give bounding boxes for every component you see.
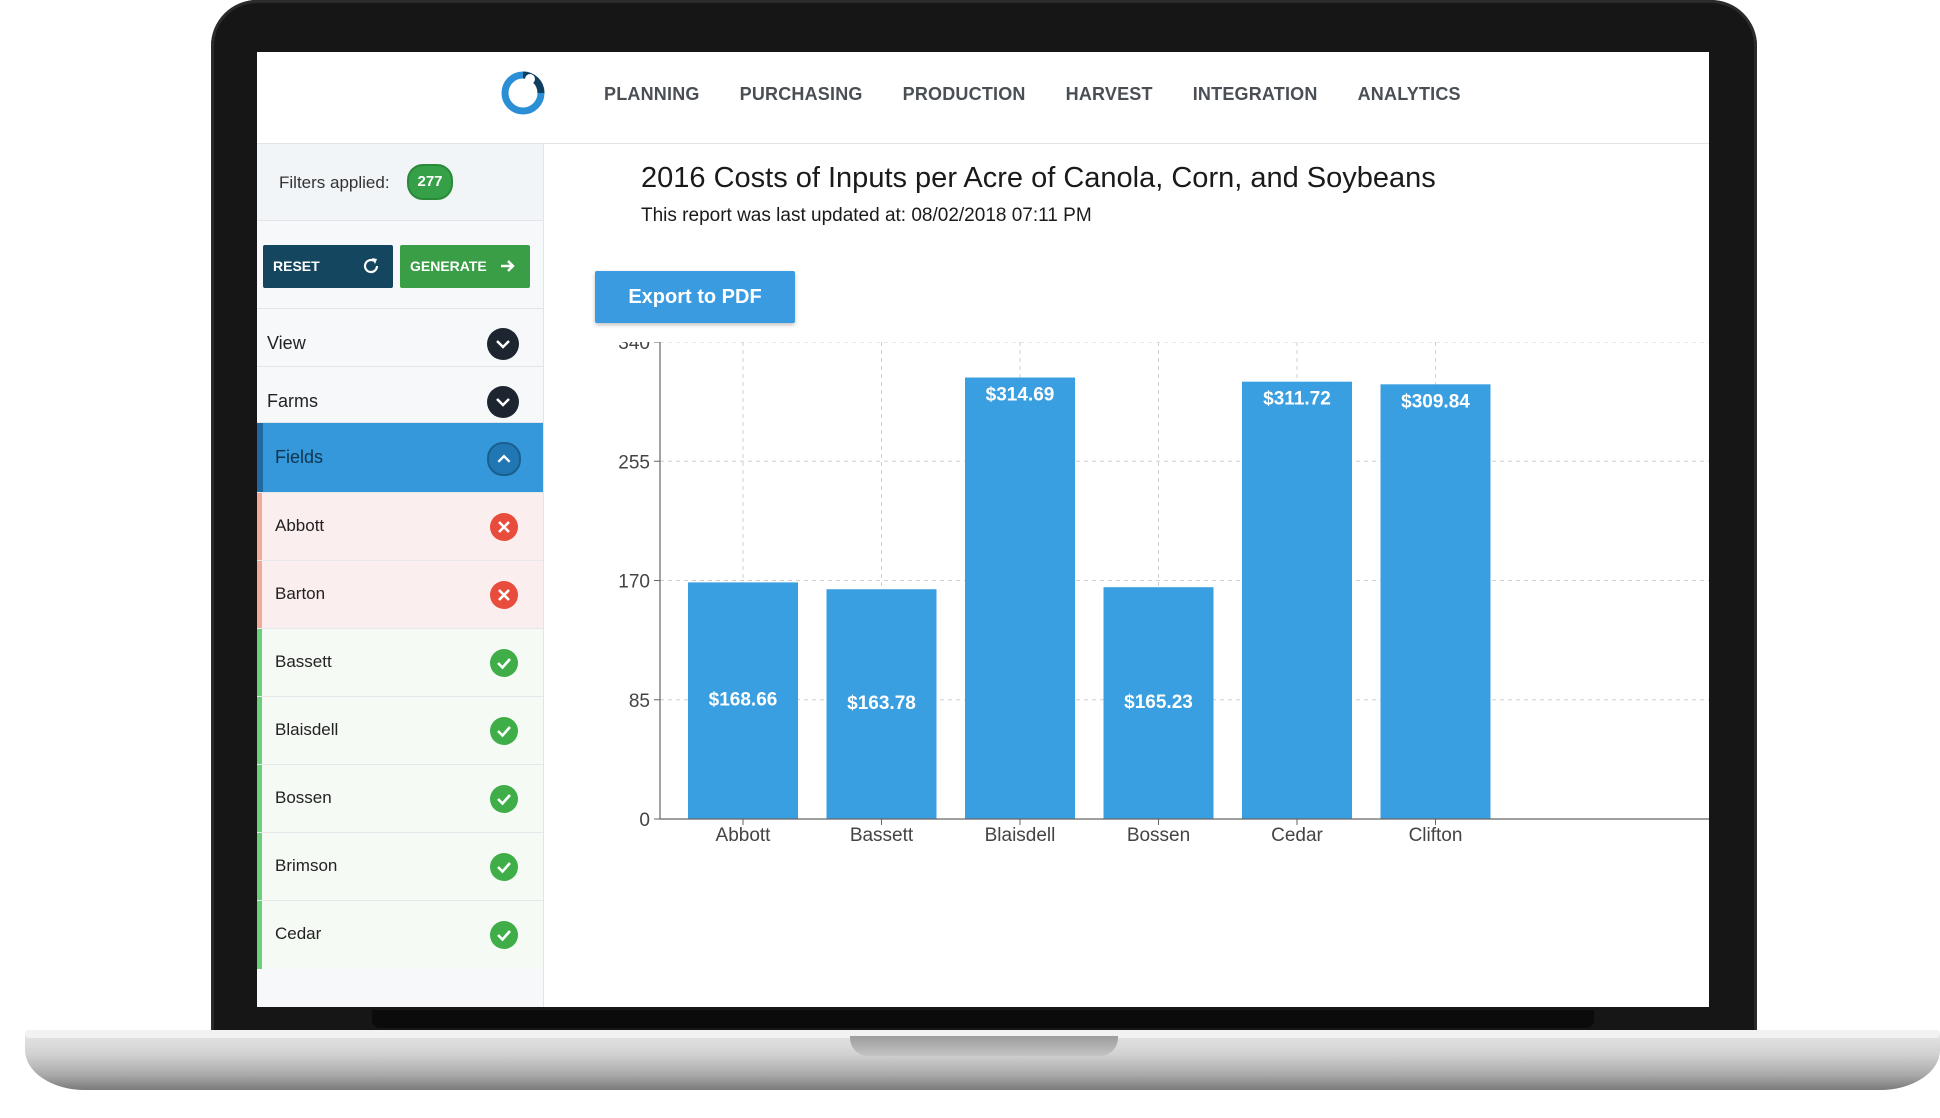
field-item-label: Abbott (275, 516, 325, 535)
check-icon[interactable] (490, 717, 518, 745)
bar (965, 377, 1075, 819)
section-fields-label: Fields (275, 447, 324, 467)
bar-data-label: $314.69 (986, 385, 1055, 406)
field-item[interactable]: Brimson (257, 832, 543, 901)
nav-integration[interactable]: INTEGRATION (1192, 84, 1318, 104)
chevron-down-icon[interactable] (487, 386, 519, 418)
arrow-right-icon (501, 260, 515, 272)
check-icon[interactable] (490, 649, 518, 677)
app-logo-icon[interactable] (500, 70, 546, 116)
y-tick-label: 340 (618, 342, 650, 354)
field-item[interactable]: Cedar (257, 900, 543, 969)
check-icon[interactable] (490, 785, 518, 813)
y-tick-label: 170 (618, 572, 650, 593)
bar-data-label: $311.72 (1263, 389, 1331, 410)
field-item-label: Cedar (275, 924, 322, 943)
y-tick-label: 255 (618, 452, 650, 473)
remove-icon[interactable] (490, 513, 518, 541)
section-fields[interactable]: Fields (257, 422, 543, 493)
x-tick-label: Clifton (1409, 825, 1463, 846)
bar-data-label: $168.66 (709, 690, 778, 711)
nav-purchasing[interactable]: PURCHASING (739, 84, 863, 104)
field-item[interactable]: Abbott (257, 492, 543, 561)
field-item-label: Brimson (275, 856, 338, 875)
section-farms-label: Farms (267, 391, 318, 411)
field-item-label: Barton (275, 584, 326, 603)
bar (688, 582, 798, 819)
check-icon[interactable] (490, 921, 518, 949)
app-screen: PLANNING PURCHASING PRODUCTION HARVEST I… (257, 52, 1709, 1007)
section-view-label: View (267, 333, 306, 353)
laptop-notch (850, 1036, 1118, 1056)
bar (1242, 381, 1352, 819)
generate-button-label: GENERATE (410, 258, 487, 274)
nav-production[interactable]: PRODUCTION (902, 84, 1026, 104)
reset-button-label: RESET (273, 258, 320, 274)
chevron-up-icon[interactable] (487, 442, 521, 476)
bar (1380, 384, 1491, 819)
x-tick-label: Blaisdell (985, 825, 1056, 846)
generate-button[interactable]: GENERATE (400, 245, 530, 288)
field-item[interactable]: Blaisdell (257, 696, 543, 765)
field-item-label: Bossen (275, 788, 332, 807)
section-view[interactable]: View (257, 308, 543, 379)
laptop-hinge (372, 1010, 1594, 1028)
filters-summary: Filters applied: 277 (257, 144, 543, 221)
top-nav: PLANNING PURCHASING PRODUCTION HARVEST I… (257, 52, 1709, 144)
laptop-base-edge (25, 1030, 1940, 1038)
nav-planning[interactable]: PLANNING (604, 84, 700, 104)
field-item-label: Blaisdell (275, 720, 339, 739)
x-tick-label: Bassett (850, 825, 914, 846)
field-item[interactable]: Bassett (257, 628, 543, 697)
report-title: 2016 Costs of Inputs per Acre of Canola,… (641, 162, 1436, 194)
report-updated-text: This report was last updated at: 08/02/2… (641, 205, 1092, 226)
reset-button[interactable]: RESET (263, 245, 393, 288)
bar (1103, 587, 1214, 819)
nav-harvest[interactable]: HARVEST (1065, 84, 1153, 104)
field-item-label: Bassett (275, 652, 332, 671)
x-tick-label: Cedar (1271, 825, 1323, 846)
section-farms[interactable]: Farms (257, 366, 543, 437)
refresh-icon (363, 258, 379, 274)
bar-data-label: $163.78 (847, 693, 916, 714)
x-tick-label: Bossen (1127, 825, 1190, 846)
filters-count-badge: 277 (407, 164, 453, 200)
y-tick-label: 0 (639, 810, 650, 831)
field-item[interactable]: Bossen (257, 764, 543, 833)
bar (826, 589, 937, 819)
field-item[interactable]: Barton (257, 560, 543, 629)
check-icon[interactable] (490, 853, 518, 881)
remove-icon[interactable] (490, 581, 518, 609)
chevron-down-icon[interactable] (487, 328, 519, 360)
nav-analytics[interactable]: ANALYTICS (1357, 84, 1461, 104)
bar-data-label: $165.23 (1124, 692, 1193, 713)
y-tick-label: 85 (629, 691, 650, 712)
x-tick-label: Abbott (716, 825, 772, 846)
bar-data-label: $309.84 (1401, 391, 1470, 412)
filter-sidebar: Filters applied: 277 RESET GENERATE View… (257, 144, 544, 1007)
filters-applied-label: Filters applied: (279, 173, 390, 192)
export-pdf-button[interactable]: Export to PDF (595, 271, 795, 323)
bar-chart: 0 85 170 255 340 $168.66 Abbott $163.78 Bassett $… (618, 342, 1709, 846)
